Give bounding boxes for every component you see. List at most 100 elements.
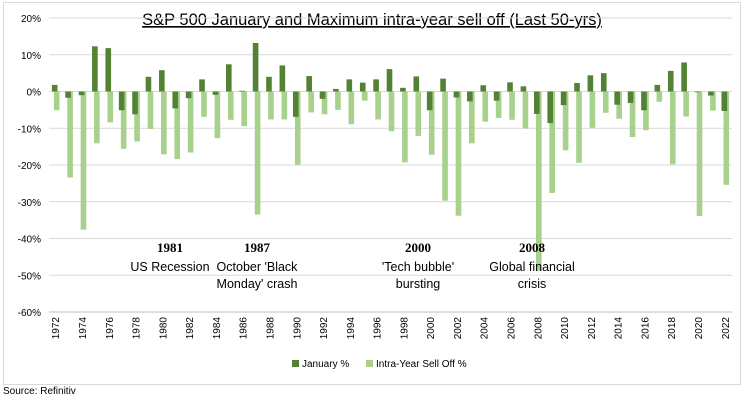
bar-january-1996 bbox=[373, 79, 379, 92]
bar-january-2019 bbox=[681, 62, 687, 92]
x-tick-label: 1984 bbox=[212, 317, 223, 340]
annotation-year: 2000 bbox=[405, 240, 431, 255]
bar-sell-off-2007 bbox=[522, 91, 529, 129]
bar-january-1994 bbox=[346, 79, 353, 92]
bar-sell-off-2017 bbox=[656, 91, 663, 102]
source-note: Source: Refinitiv bbox=[3, 386, 76, 397]
bar-sell-off-2004 bbox=[482, 91, 489, 122]
bar-sell-off-1997 bbox=[388, 91, 395, 132]
x-tick-label: 2014 bbox=[614, 317, 625, 340]
bar-sell-off-1999 bbox=[415, 91, 422, 136]
x-tick-label: 2012 bbox=[587, 317, 598, 340]
bar-january-2016 bbox=[641, 91, 647, 111]
bar-january-2013 bbox=[600, 73, 607, 92]
x-tick-label: 1976 bbox=[105, 317, 116, 340]
bar-sell-off-1973 bbox=[67, 91, 73, 178]
annotation-year: 2008 bbox=[519, 240, 546, 255]
bar-january-1995 bbox=[359, 82, 366, 92]
bar-january-1998 bbox=[400, 87, 406, 92]
bar-sell-off-2001 bbox=[442, 91, 448, 201]
annotation-1987: 1987 October 'Black Monday' crash bbox=[217, 240, 299, 291]
bar-january-1990 bbox=[292, 91, 299, 117]
bar-january-2007 bbox=[520, 86, 527, 92]
bar-january-1977 bbox=[118, 91, 125, 111]
bar-january-1982 bbox=[185, 91, 192, 99]
annotation-line: bursting bbox=[396, 277, 441, 291]
bar-january-1979 bbox=[145, 76, 152, 92]
bar-january-2018 bbox=[667, 70, 674, 92]
x-tick-label: 1988 bbox=[265, 317, 276, 340]
annotation-line: Global financial bbox=[489, 260, 574, 274]
annotation-line: Monday' crash bbox=[217, 277, 298, 291]
bar-january-1978 bbox=[132, 91, 138, 115]
bar-january-2005 bbox=[493, 91, 500, 101]
bar-january-1987 bbox=[252, 42, 259, 92]
x-tick-label: 1978 bbox=[132, 317, 143, 340]
y-tick-label: 0% bbox=[27, 88, 42, 99]
y-tick-label: -20% bbox=[18, 161, 41, 172]
bar-january-1972 bbox=[51, 84, 58, 92]
bar-sell-off-1996 bbox=[375, 91, 381, 120]
x-tick-label: 1982 bbox=[185, 317, 196, 340]
bar-sell-off-1986 bbox=[241, 91, 247, 127]
bar-january-1983 bbox=[199, 79, 205, 92]
bar-january-1981 bbox=[172, 91, 179, 109]
bar-january-2010 bbox=[560, 91, 567, 106]
x-tick-label: 2000 bbox=[426, 317, 437, 340]
bar-january-1997 bbox=[386, 69, 393, 92]
bar-sell-off-1998 bbox=[402, 91, 408, 163]
y-tick-label: -60% bbox=[18, 308, 41, 319]
y-tick-label: -50% bbox=[18, 271, 41, 282]
x-tick-label: 2020 bbox=[694, 317, 705, 340]
bar-january-2009 bbox=[547, 91, 554, 124]
bar-sell-off-2022 bbox=[723, 91, 730, 185]
bar-sell-off-2006 bbox=[509, 91, 515, 120]
bar-sell-off-2020 bbox=[696, 91, 703, 217]
bar-january-1986 bbox=[239, 90, 245, 92]
bar-sell-off-2016 bbox=[643, 91, 649, 131]
annotation-line: US Recession bbox=[130, 260, 209, 274]
bar-january-2008 bbox=[534, 91, 540, 114]
bar-sell-off-2011 bbox=[576, 91, 582, 163]
x-tick-label: 1996 bbox=[373, 317, 384, 340]
bar-sell-off-2015 bbox=[629, 91, 636, 138]
y-tick-label: 10% bbox=[21, 51, 41, 62]
bar-sell-off-1992 bbox=[321, 91, 328, 115]
bar-sell-off-1982 bbox=[187, 91, 194, 153]
bar-january-1989 bbox=[279, 65, 286, 92]
bar-sell-off-1989 bbox=[281, 91, 288, 120]
bar-january-2003 bbox=[467, 91, 473, 102]
x-tick-label: 2008 bbox=[533, 317, 544, 340]
legend-item-sell-off: Intra-Year Sell Off % bbox=[366, 359, 467, 370]
legend-label-january: January % bbox=[302, 359, 349, 370]
bar-january-1988 bbox=[266, 76, 272, 92]
x-axis: 1972 1974 1976 1978 1980 1982 1984 1986 1988 1990… bbox=[49, 311, 732, 340]
annotation-2000: 2000 'Tech bubble' bursting bbox=[382, 240, 454, 291]
bar-january-2011 bbox=[574, 83, 580, 92]
bar-sell-off-1980 bbox=[161, 91, 167, 155]
chart-frame: S&P 500 January and Maximum intra-year s… bbox=[3, 2, 741, 385]
annotation-year: 1987 bbox=[244, 240, 271, 255]
bar-january-1973 bbox=[65, 91, 71, 98]
annotation-year: 1981 bbox=[157, 240, 183, 255]
annotation-line: 'Tech bubble' bbox=[382, 260, 454, 274]
bar-sell-off-2008 bbox=[536, 91, 542, 271]
bar-january-2012 bbox=[587, 75, 594, 92]
bar-january-1984 bbox=[212, 91, 219, 95]
x-tick-label: 2016 bbox=[640, 317, 651, 340]
y-tick-label: -40% bbox=[18, 235, 41, 246]
bar-sell-off-2018 bbox=[669, 91, 676, 165]
bar-sell-off-1995 bbox=[361, 91, 368, 101]
bar-sell-off-1987 bbox=[254, 91, 261, 215]
x-tick-label: 1990 bbox=[292, 317, 303, 340]
legend-swatch-sell-off bbox=[366, 360, 373, 367]
bar-sell-off-1983 bbox=[201, 91, 207, 117]
bar-sell-off-2019 bbox=[683, 91, 689, 117]
x-tick-label: 1972 bbox=[51, 317, 62, 340]
bar-january-1991 bbox=[306, 76, 312, 92]
bar-sell-off-2012 bbox=[589, 91, 596, 128]
bar-sell-off-1974 bbox=[80, 91, 87, 230]
legend-swatch-january bbox=[292, 360, 299, 367]
annotation-2008: 2008 Global financial crisis bbox=[489, 240, 574, 291]
legend-label-sell-off: Intra-Year Sell Off % bbox=[376, 359, 467, 370]
